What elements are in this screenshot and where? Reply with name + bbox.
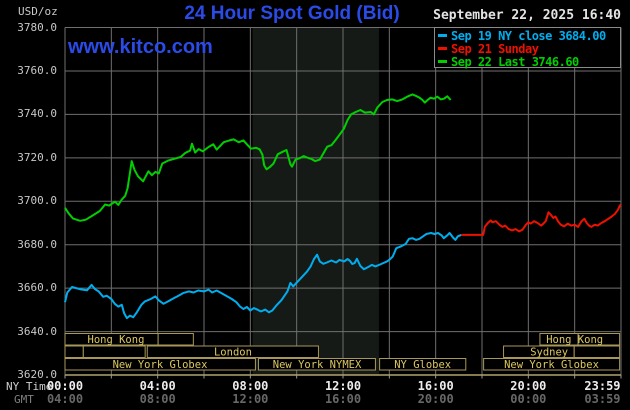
session-label: London [214, 346, 252, 358]
x-axis-row-label: GMT [14, 393, 34, 406]
session-box [577, 333, 621, 346]
session-box [157, 333, 194, 346]
legend-item: Sep 21 Sunday [438, 41, 620, 56]
chart-legend: Sep 19 NY close 3684.00 Sep 21 Sunday Se… [434, 27, 621, 69]
x-axis-tick-label: 00:00 [510, 392, 547, 406]
session-label: Hong Kong [88, 334, 145, 346]
x-axis-tick-label: 08:00 [139, 392, 176, 406]
x-axis-tick-label: 04:00 [46, 392, 84, 406]
session-label: New York Globex [504, 359, 599, 371]
page-title: 24 Hour Spot Gold (Bid) [184, 3, 400, 24]
y-axis-tick-label: 3620.0 [17, 368, 57, 381]
kitco-watermark-link[interactable]: www.kitco.com [68, 36, 213, 58]
series-line-sep21-sunday [461, 203, 622, 236]
x-axis-tick-label: 20:00 [510, 378, 547, 393]
session-label: New York NYMEX [273, 359, 362, 371]
session-label: Hong Kong [546, 334, 603, 346]
session-box [573, 345, 621, 358]
legend-color-dash-red [438, 47, 447, 50]
series-line-sep19-close [64, 232, 462, 320]
x-axis-tick-label: 03:59 [584, 392, 621, 406]
x-axis-tick-label: 12:00 [324, 378, 362, 393]
legend-color-dash-green [438, 60, 447, 63]
y-axis-tick-label: 3660.0 [17, 281, 57, 295]
x-axis-tick-label: 00:00 [46, 378, 84, 393]
x-axis-tick-label: 16:00 [324, 392, 362, 406]
x-axis-tick-label: 23:59 [584, 378, 621, 393]
legend-item-label: Sep 21 Sunday [451, 41, 539, 56]
legend-item: Sep 22 Last 3746.60 [438, 54, 620, 69]
session-label: New York Globex [113, 359, 208, 371]
x-axis-tick-label: 08:00 [232, 378, 269, 393]
legend-item: Sep 19 NY close 3684.00 [438, 28, 620, 43]
y-axis-tick-label: 3680.0 [17, 237, 57, 251]
session-box [82, 345, 146, 358]
y-axis-tick-label: 3740.0 [17, 107, 57, 121]
y-axis-labels: 3780.0 3760.0 3740.0 3720.0 3700.0 3680.0 3660… [0, 0, 57, 410]
y-axis-tick-label: 3780.0 [17, 20, 57, 34]
y-axis-tick-label: 3640.0 [17, 324, 57, 338]
session-box [146, 345, 319, 358]
session-box [379, 358, 467, 371]
session-label: Sydney [530, 346, 568, 358]
y-axis-tick-label: 3760.0 [17, 63, 57, 77]
session-label: NY Globex [394, 359, 451, 371]
unit-label: USD/oz [18, 5, 58, 18]
session-box [257, 358, 376, 371]
datetime-label: September 22, 2025 16:40 [433, 8, 621, 23]
x-axis-tick-label: 12:00 [232, 392, 269, 406]
legend-item-label: Sep 22 Last 3746.60 [451, 54, 579, 69]
x-axis-tick-label: 20:00 [417, 392, 454, 406]
session-box [64, 358, 256, 371]
legend-color-dash-cyan [438, 34, 447, 37]
series-line-sep22-current [64, 93, 452, 222]
y-axis-tick-label: 3720.0 [17, 150, 57, 164]
y-axis-tick-label: 3700.0 [17, 194, 57, 208]
session-box [483, 358, 621, 371]
x-axis-tick-label: 16:00 [417, 378, 454, 393]
session-box [64, 345, 84, 358]
x-axis-row-label: NY Time [6, 379, 53, 393]
legend-item-label: Sep 19 NY close 3684.00 [451, 28, 606, 43]
x-axis-tick-label: 04:00 [139, 378, 176, 393]
